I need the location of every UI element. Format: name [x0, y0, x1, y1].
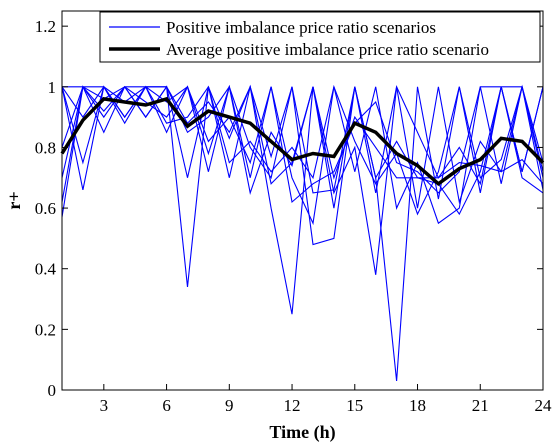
scenario-series-line-7 [61, 84, 544, 216]
scenario-series-group [61, 84, 544, 381]
legend-label-scenarios: Positive imbalance price ratio scenarios [166, 18, 436, 37]
y-tick-label: 0.6 [35, 199, 56, 218]
x-tick-label: 6 [162, 396, 171, 415]
x-axis-label: Time (h) [269, 422, 335, 443]
x-tick-label: 3 [100, 396, 109, 415]
x-tick-label: 18 [409, 396, 426, 415]
x-tick-label: 24 [535, 396, 553, 415]
y-tick-label: 1.2 [35, 17, 56, 36]
scenario-series-line-6 [61, 84, 544, 216]
y-tick-label: 0 [48, 381, 57, 400]
scenario-series-line-8 [62, 85, 544, 191]
y-tick-label: 1 [48, 78, 57, 97]
x-tick-label: 15 [346, 396, 363, 415]
scenario-series-line-2 [61, 84, 544, 226]
legend: Positive imbalance price ratio scenarios… [99, 11, 541, 63]
x-tick-label: 9 [225, 396, 234, 415]
x-tick-label: 21 [472, 396, 489, 415]
average-series-line [60, 96, 545, 187]
y-tick-label: 0.4 [35, 260, 57, 279]
y-tick-label: 0.8 [35, 138, 56, 157]
x-tick-label: 12 [284, 396, 301, 415]
y-tick-label: 0.2 [35, 320, 56, 339]
legend-label-average: Average positive imbalance price ratio s… [166, 40, 489, 59]
legend-box [99, 11, 541, 63]
y-axis: 0 0.2 0.4 0.6 0.8 1 1.2 [35, 17, 543, 400]
scenario-series-line-3 [61, 85, 544, 204]
y-axis-label: r+ [4, 191, 24, 209]
plot-area-frame [61, 10, 544, 391]
average-series-group [60, 96, 545, 187]
